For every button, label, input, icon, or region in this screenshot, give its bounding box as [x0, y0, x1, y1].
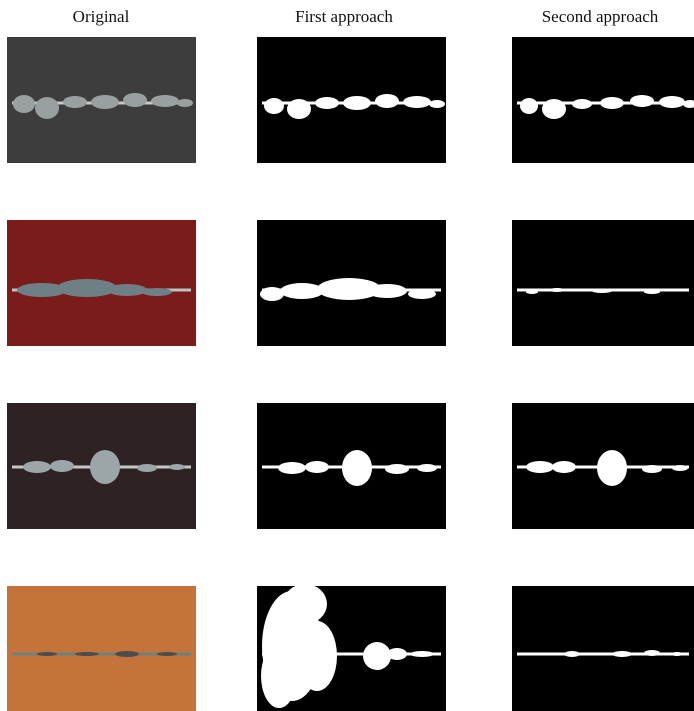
defect-blob	[264, 98, 284, 114]
defect-blob	[642, 465, 662, 473]
image-panel	[7, 37, 196, 163]
defect-blob	[564, 651, 580, 657]
defect-blob	[260, 287, 284, 301]
column-header: Second approach	[542, 7, 659, 26]
image-panel	[512, 220, 694, 346]
defect-blob	[410, 651, 434, 657]
weld-line	[517, 653, 689, 656]
defect-blob	[37, 652, 57, 656]
defect-blob	[107, 284, 147, 296]
image-panel	[7, 586, 196, 711]
defect-blob	[385, 464, 409, 474]
defect-blob	[526, 290, 538, 294]
defect-blob	[342, 450, 372, 486]
defect-blob	[169, 464, 185, 470]
panel-background	[512, 220, 694, 346]
image-panel	[257, 403, 446, 529]
defect-blob	[151, 95, 179, 107]
defect-blob	[91, 95, 119, 109]
defect-blob	[157, 652, 177, 656]
defect-blob	[403, 96, 431, 108]
panel-background	[7, 586, 196, 711]
defect-blob	[526, 461, 554, 473]
defect-blob	[261, 644, 297, 708]
defect-blob	[644, 650, 660, 656]
defect-blob	[387, 648, 407, 660]
defect-blob	[597, 450, 627, 486]
defect-blob	[90, 450, 120, 484]
defect-blob	[429, 100, 445, 108]
defect-blob	[408, 289, 436, 299]
defect-blob	[552, 461, 576, 473]
defect-blob	[63, 96, 87, 108]
defect-blob	[375, 94, 399, 108]
defect-blob	[177, 99, 193, 107]
defect-blob	[137, 464, 157, 472]
image-panel	[512, 403, 694, 529]
defect-blob	[50, 460, 74, 472]
defect-blob	[283, 584, 327, 624]
defect-blob	[367, 284, 407, 298]
defect-blob	[305, 461, 329, 473]
defect-blob	[644, 290, 660, 294]
image-panel	[257, 220, 446, 346]
image-panel	[512, 37, 694, 163]
defect-blob	[23, 461, 51, 473]
defect-blob	[630, 95, 654, 107]
defect-blob	[57, 279, 117, 297]
defect-blob	[659, 96, 685, 108]
page: Original First approach Second approach …	[0, 0, 694, 711]
defect-blob	[572, 99, 592, 109]
defect-blob	[549, 288, 565, 292]
image-panel	[512, 586, 694, 711]
image-panel	[257, 37, 446, 163]
defect-blob	[542, 99, 566, 119]
column-header: First approach	[295, 7, 393, 26]
defect-blob	[142, 288, 172, 296]
defect-blob	[123, 93, 147, 107]
defect-blob	[280, 283, 324, 299]
defect-blob	[672, 465, 688, 471]
defect-blob	[287, 99, 311, 119]
defect-blob	[363, 642, 391, 670]
defect-blob	[315, 97, 339, 109]
image-panel	[7, 403, 196, 529]
defect-blob	[297, 621, 337, 691]
defect-blob	[13, 95, 35, 113]
defect-blob	[592, 289, 612, 293]
image-panel	[7, 220, 196, 346]
panel-background	[512, 586, 694, 711]
figure: Original First approach Second approach	[0, 0, 694, 711]
defect-blob	[343, 96, 371, 110]
defect-blob	[75, 652, 99, 656]
defect-blob	[115, 651, 139, 657]
defect-blob	[612, 651, 632, 657]
defect-blob	[671, 652, 683, 656]
defect-blob	[417, 464, 437, 472]
column-header: Original	[73, 7, 130, 26]
image-panel	[257, 584, 446, 711]
defect-blob	[278, 462, 306, 474]
defect-blob	[35, 97, 59, 119]
defect-blob	[520, 98, 538, 114]
defect-blob	[600, 97, 624, 109]
